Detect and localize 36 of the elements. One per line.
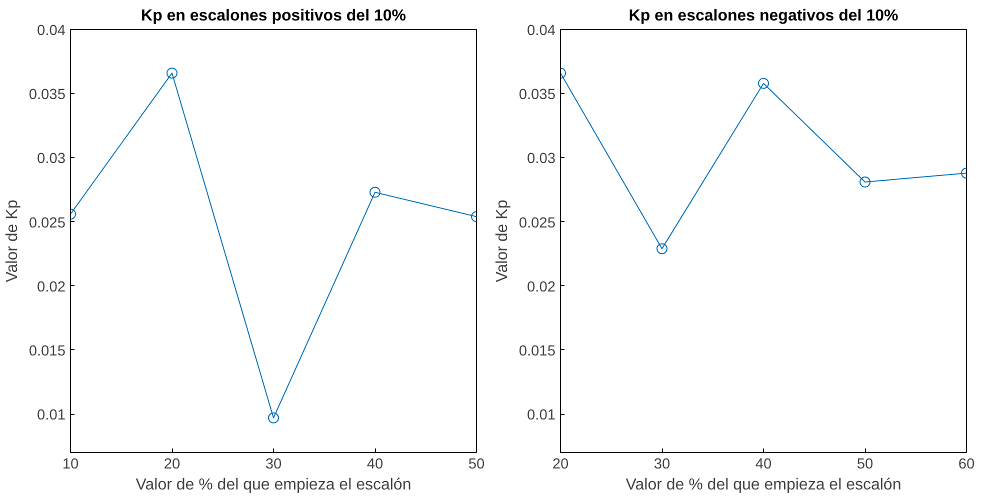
y-tick-label: 0.03: [526, 151, 556, 168]
x-tick-label: 10: [62, 456, 79, 472]
y-tick-label: 0.01: [36, 408, 66, 424]
x-tick-label: 30: [654, 456, 670, 472]
x-tick-label: 40: [755, 456, 772, 472]
y-tick-label: 0.02: [36, 279, 66, 296]
y-axis-title: Valor de Kp: [494, 200, 511, 282]
y-tick-label: 0.02: [526, 279, 556, 296]
y-tick-label: 0.025: [518, 215, 556, 232]
y-tick-label: 0.025: [28, 215, 66, 232]
x-tick-label: 60: [958, 456, 975, 472]
y-tick-label: 0.04: [526, 23, 556, 39]
point: [370, 186, 380, 198]
point: [268, 412, 279, 424]
x-tick-label: 30: [265, 456, 282, 472]
point: [758, 78, 769, 89]
x-axis-title: Valor de % del que empieza el escalón: [136, 476, 412, 494]
chart-title: Kp en escalones negativos del 10%: [628, 8, 898, 24]
x-tick-label: 20: [164, 456, 180, 472]
y-tick-label: 0.03: [36, 151, 66, 168]
x-tick-label: 50: [856, 456, 874, 472]
point: [166, 68, 178, 79]
y-tick-label: 0.01: [526, 408, 556, 424]
x-tick-label: 50: [468, 456, 485, 472]
x-tick-label: 40: [366, 456, 384, 472]
y-tick-label: 0.015: [518, 343, 556, 360]
point: [656, 243, 668, 254]
y-tick-label: 0.015: [28, 343, 66, 360]
x-tick-label: 20: [552, 456, 569, 472]
x-axis-title: Valor de % del que empieza el escalón: [626, 476, 902, 494]
y-tick-label: 0.035: [28, 87, 66, 104]
point: [860, 176, 870, 188]
chart-title: Kp en escalones positivos del 10%: [141, 8, 406, 24]
y-tick-label: 0.04: [36, 23, 66, 39]
y-tick-label: 0.035: [518, 87, 556, 104]
y-axis-title: Valor de Kp: [4, 200, 21, 282]
